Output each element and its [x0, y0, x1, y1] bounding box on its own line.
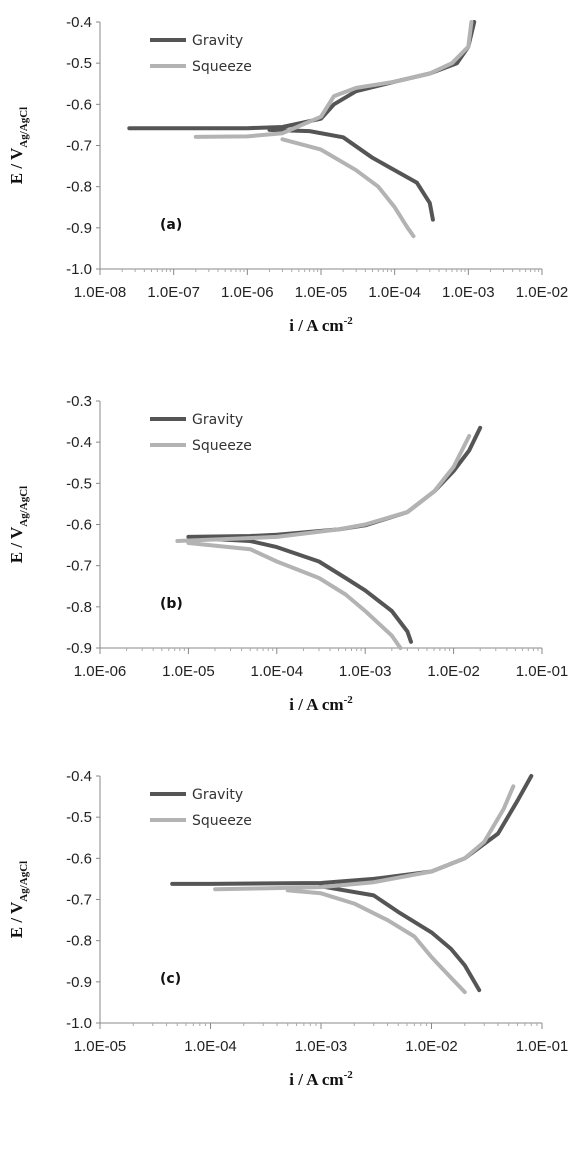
- x-tick-label: 1.0E-06: [74, 663, 127, 680]
- y-tick-label: -1.0: [66, 261, 92, 278]
- y-axis-title: E / VAg/AgCl: [7, 861, 30, 939]
- y-tick-label: -0.7: [66, 138, 92, 155]
- series-line-squeeze-cathodic: [186, 541, 403, 650]
- x-tick-label: 1.0E-06: [221, 284, 274, 301]
- series-line-gravity-cathodic: [319, 884, 482, 993]
- y-tick-label: -0.5: [66, 809, 92, 826]
- x-tick-label: 1.0E-02: [405, 1038, 458, 1055]
- y-tick-label: -0.4: [66, 434, 92, 451]
- x-tick-label: 1.0E-04: [368, 284, 421, 301]
- series-line-squeeze: [193, 20, 474, 139]
- y-tick-label: -0.3: [66, 393, 92, 410]
- x-tick-label: 1.0E-02: [427, 663, 480, 680]
- series-line-gravity: [127, 20, 477, 131]
- panel-label: (a): [160, 217, 182, 233]
- y-tick-label: -0.5: [66, 55, 92, 72]
- series-line-gravity-cathodic: [193, 536, 413, 644]
- x-tick-label: 1.0E-01: [516, 1038, 569, 1055]
- x-axis-title: i / A cm-2: [289, 1069, 353, 1089]
- x-tick-label: 1.0E-01: [516, 663, 569, 680]
- chart-panel-3: -0.4 -0.5 -0.6 -0.7 -0.8 -0.9 -1.0 1.0E-05 1.0E-…: [7, 768, 568, 1089]
- legend-label-squeeze: Squeeze: [192, 813, 252, 829]
- y-tick-label: -0.8: [66, 599, 92, 616]
- y-tick-label: -0.4: [66, 768, 92, 785]
- series-line-squeeze: [175, 434, 472, 543]
- series-line-gravity-cathodic: [267, 127, 435, 222]
- y-tick-label: -0.8: [66, 933, 92, 950]
- x-tick-label: 1.0E-03: [339, 663, 392, 680]
- x-tick-label: 1.0E-05: [295, 284, 348, 301]
- series-line-squeeze: [213, 784, 516, 892]
- y-tick-label: -0.6: [66, 96, 92, 113]
- y-tick-label: -0.9: [66, 640, 92, 657]
- chart-panel-2: -0.3 -0.4 -0.5 -0.6 -0.7 -0.8 -0.9 1.0E-06 1.0E-…: [7, 393, 568, 714]
- panel-label: (b): [160, 596, 183, 612]
- y-tick-label: -0.6: [66, 517, 92, 534]
- x-tick-label: 1.0E-04: [184, 1038, 237, 1055]
- y-tick-label: -0.5: [66, 475, 92, 492]
- legend-label-squeeze: Squeeze: [192, 59, 252, 75]
- y-tick-label: -0.6: [66, 850, 92, 867]
- x-tick-label: 1.0E-07: [147, 284, 200, 301]
- legend-label-gravity: Gravity: [192, 33, 243, 49]
- y-axis-title: E / VAg/AgCl: [7, 107, 30, 185]
- panel-label: (c): [160, 971, 181, 987]
- x-tick-label: 1.0E-05: [162, 663, 215, 680]
- x-tick-label: 1.0E-03: [295, 1038, 348, 1055]
- y-tick-label: -1.0: [66, 1015, 92, 1032]
- legend-label-gravity: Gravity: [192, 412, 243, 428]
- series-line-squeeze-cathodic: [285, 888, 467, 995]
- y-tick-label: -0.9: [66, 220, 92, 237]
- y-axis-title: E / VAg/AgCl: [7, 486, 30, 564]
- x-tick-label: 1.0E-08: [74, 284, 127, 301]
- x-axis-title: i / A cm-2: [289, 315, 353, 335]
- x-axis-title: i / A cm-2: [289, 694, 353, 714]
- series-line-squeeze-cathodic: [280, 137, 416, 239]
- y-tick-label: -0.8: [66, 179, 92, 196]
- y-tick-label: -0.4: [66, 14, 92, 31]
- x-tick-label: 1.0E-05: [74, 1038, 127, 1055]
- y-tick-label: -0.7: [66, 558, 92, 575]
- legend-label-gravity: Gravity: [192, 787, 243, 803]
- chart-panel-1: -0.4 -0.5 -0.6 -0.7 -0.8 -0.9 -1.0 1.0E-08 1.0E-…: [7, 14, 568, 335]
- legend-label-squeeze: Squeeze: [192, 438, 252, 454]
- x-tick-label: 1.0E-04: [251, 663, 304, 680]
- y-tick-label: -0.9: [66, 974, 92, 991]
- y-tick-label: -0.7: [66, 892, 92, 909]
- x-tick-label: 1.0E-02: [516, 284, 569, 301]
- x-tick-label: 1.0E-03: [442, 284, 495, 301]
